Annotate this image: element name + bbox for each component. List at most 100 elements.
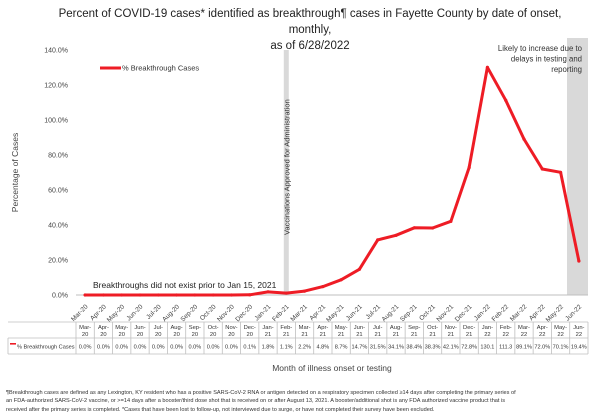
y-tick-label: 140.0% xyxy=(44,48,68,55)
y-tick-label: 0.0% xyxy=(52,293,68,300)
data-point xyxy=(540,167,544,171)
data-point xyxy=(522,137,526,141)
table-header-month: Oct- xyxy=(427,325,438,331)
table-header-month: Feb- xyxy=(500,325,512,331)
table-header-month: Aug- xyxy=(390,325,402,331)
table-header-year: 21 xyxy=(356,332,362,338)
vaccination-marker-band xyxy=(283,50,289,295)
table-header-year: 22 xyxy=(521,332,527,338)
table-header-year: 20 xyxy=(118,332,124,338)
x-tick-label: Sep-20 xyxy=(179,303,199,323)
y-axis-title: Percentage of Cases xyxy=(10,133,20,212)
table-header-month: Aug- xyxy=(170,325,182,331)
x-tick-label: Mar-20 xyxy=(70,303,90,323)
data-point xyxy=(376,238,380,242)
table-header-month: Sep- xyxy=(408,325,420,331)
data-point xyxy=(339,278,343,282)
table-header-year: 21 xyxy=(448,332,454,338)
data-point xyxy=(229,293,234,297)
table-header-month: Mar- xyxy=(79,325,91,331)
table-value: 8.7% xyxy=(335,345,348,351)
table-header-year: 21 xyxy=(283,332,289,338)
table-value: 1.1% xyxy=(280,345,293,351)
x-tick-label: Nov-20 xyxy=(216,303,236,323)
table-header-year: 22 xyxy=(484,332,490,338)
data-point xyxy=(101,293,106,297)
x-tick-label: Oct-21 xyxy=(418,303,437,322)
table-header-year: 20 xyxy=(155,332,161,338)
table-value: 1.8% xyxy=(262,345,275,351)
x-tick-label: Dec-21 xyxy=(454,303,474,323)
table-value: 31.5% xyxy=(370,345,386,351)
table-value: 72.8% xyxy=(461,345,477,351)
y-tick-label: 60.0% xyxy=(48,188,68,195)
x-tick-label: Jan-21 xyxy=(253,303,272,322)
data-point xyxy=(430,226,435,230)
data-point xyxy=(449,219,453,223)
x-tick-label: Jan-22 xyxy=(473,303,492,322)
table-header-month: Jun- xyxy=(354,325,365,331)
pre-vaccine-annotation: Breakthroughs did not exist prior to Jan… xyxy=(93,280,277,290)
table-value: 0.0% xyxy=(134,345,147,351)
x-tick-label: Jun-21 xyxy=(345,303,364,322)
table-header-month: Dec- xyxy=(244,325,256,331)
table-header-month: May- xyxy=(115,325,128,331)
table-header-year: 22 xyxy=(502,332,508,338)
data-point xyxy=(558,170,563,174)
y-tick-label: 100.0% xyxy=(44,118,68,125)
table-value: 0.0% xyxy=(225,345,238,351)
x-tick-label: Feb-22 xyxy=(491,303,511,323)
footnote-line-2: an FDA-authorized SARS-CoV-2 vaccine, or… xyxy=(6,398,506,405)
table-value: 38.4% xyxy=(406,345,422,351)
table-header-month: Sep- xyxy=(189,325,201,331)
data-point xyxy=(284,291,288,295)
table-header-year: 21 xyxy=(393,332,399,338)
x-tick-label: May-22 xyxy=(545,303,566,324)
table-value: 111.3 xyxy=(499,345,512,351)
x-tick-label: May-20 xyxy=(106,303,127,324)
data-point xyxy=(120,293,124,297)
table-header-month: Apr- xyxy=(537,325,548,331)
table-header-month: May- xyxy=(554,325,567,331)
table-header-month: Mar- xyxy=(518,325,530,331)
x-tick-label: May-21 xyxy=(325,303,346,324)
data-point xyxy=(138,293,142,297)
table-header-year: 22 xyxy=(539,332,545,338)
table-header-month: Jan- xyxy=(262,325,273,331)
x-tick-label: Aug-20 xyxy=(161,303,181,323)
y-tick-label: 80.0% xyxy=(48,153,68,160)
chart-title: Percent of COVID-19 cases* identified as… xyxy=(40,6,580,54)
breakthrough-series-line xyxy=(83,65,581,297)
data-point xyxy=(321,285,325,289)
vaccination-approved-annotation: Vaccinations Approved for Administration xyxy=(282,99,291,235)
table-header-year: 20 xyxy=(228,332,234,338)
data-point xyxy=(302,289,307,293)
data-point xyxy=(193,293,197,297)
data-point xyxy=(504,98,508,102)
table-header-month: Oct- xyxy=(208,325,219,331)
data-point xyxy=(467,166,471,170)
table-value: 0.0% xyxy=(207,345,220,351)
data-point xyxy=(485,65,490,69)
data-point xyxy=(577,259,581,263)
table-header-year: 20 xyxy=(246,332,252,338)
table-value: 0.0% xyxy=(79,345,92,351)
table-header-year: 21 xyxy=(466,332,472,338)
table-header-month: Mar- xyxy=(299,325,311,331)
table-value: 2.2% xyxy=(298,345,311,351)
table-value: 72.0% xyxy=(534,345,550,351)
table-header-month: Dec- xyxy=(463,325,475,331)
reporting-delay-annotation: delays in testing and xyxy=(511,55,582,64)
table-value: 130.1 xyxy=(480,345,494,351)
data-point xyxy=(156,293,160,297)
table-header-year: 22 xyxy=(576,332,582,338)
data-point xyxy=(174,293,179,297)
table-value: 0.0% xyxy=(188,345,201,351)
table-header-month: Apr- xyxy=(98,325,109,331)
table-value: 4.8% xyxy=(316,345,329,351)
table-header-year: 20 xyxy=(192,332,198,338)
table-value: 0.0% xyxy=(152,345,165,351)
table-header-year: 21 xyxy=(411,332,417,338)
x-tick-label: Sep-21 xyxy=(399,303,419,323)
